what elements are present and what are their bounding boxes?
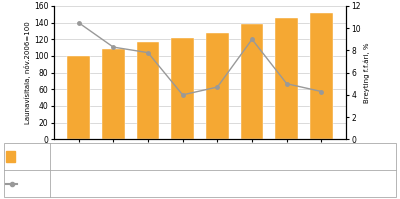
Text: 151,7: 151,7	[364, 152, 385, 161]
Y-axis label: Breyting f.f.ári, %: Breyting f.f.ári, %	[364, 42, 370, 103]
Bar	[67, 56, 90, 139]
Text: 4,0: 4,0	[195, 179, 208, 188]
Text: 108,3: 108,3	[104, 152, 126, 161]
Bar	[102, 49, 124, 139]
Text: 100,0: 100,0	[61, 152, 82, 161]
Text: 116,7: 116,7	[147, 152, 169, 161]
Bar	[310, 13, 333, 139]
Text: 145,4: 145,4	[320, 152, 342, 161]
Text: 5,0: 5,0	[325, 179, 337, 188]
Text: 10,5: 10,5	[63, 179, 80, 188]
Bar	[276, 18, 298, 139]
Y-axis label: Launavísitala, nóv.2006=100: Launavísitala, nóv.2006=100	[24, 21, 31, 124]
Text: 7,8: 7,8	[152, 179, 164, 188]
Text: Vísitala: Vísitala	[17, 152, 46, 161]
Bar	[137, 42, 159, 139]
Text: 8,3: 8,3	[109, 179, 121, 188]
Text: Breyt.,%: Breyt.,%	[19, 179, 51, 188]
Text: 121,4: 121,4	[191, 152, 212, 161]
Bar	[206, 33, 229, 139]
Bar	[171, 38, 194, 139]
Text: 4,7: 4,7	[238, 179, 251, 188]
Bar	[241, 24, 263, 139]
Text: 4,3: 4,3	[368, 179, 380, 188]
Text: 127,0: 127,0	[234, 152, 256, 161]
Text: 9,0: 9,0	[282, 179, 294, 188]
Text: 138,5: 138,5	[277, 152, 299, 161]
